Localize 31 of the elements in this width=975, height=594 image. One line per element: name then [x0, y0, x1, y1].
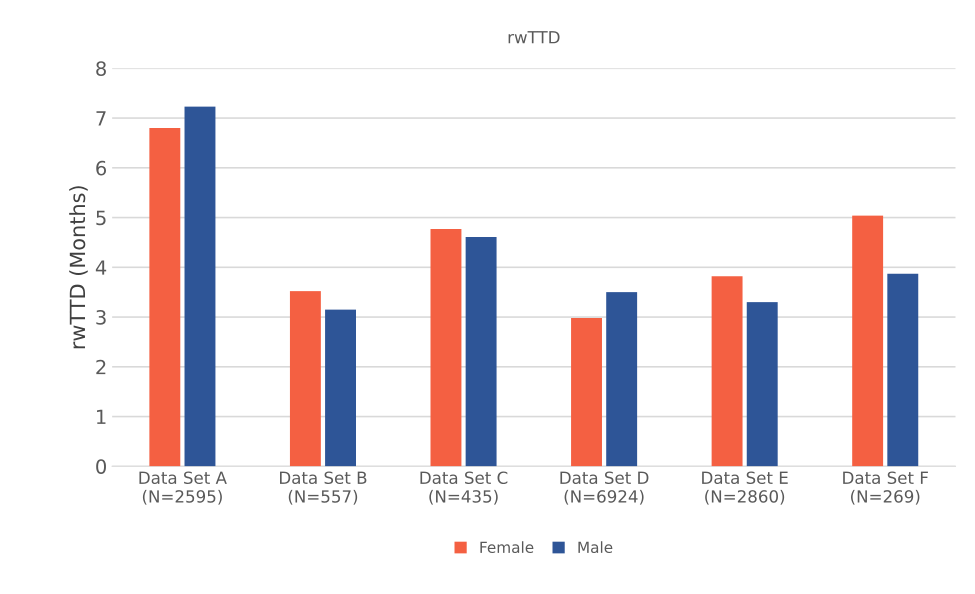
chart-title: rwTTD [508, 31, 560, 44]
y-tick-label: 7 [96, 111, 106, 126]
bar [712, 276, 743, 466]
x-tick-label: Data Set F (N=269) [843, 471, 928, 505]
y-tick-label: 5 [96, 210, 106, 226]
x-tick-label: Data Set D (N=6924) [560, 471, 648, 505]
y-tick-label: 3 [96, 310, 106, 325]
y-tick-label: 6 [96, 160, 106, 176]
y-tick-label: 1 [97, 410, 106, 424]
bar [571, 318, 602, 466]
x-tick-label: Data Set A (N=2595) [139, 471, 227, 505]
bar [430, 228, 462, 466]
x-tick-label: Data Set B (N=557) [280, 471, 366, 505]
bar [606, 292, 638, 466]
bar [184, 106, 216, 466]
x-tick-label: Data Set C (N=435) [420, 471, 508, 505]
legend-label: Male [578, 541, 612, 554]
bar [149, 128, 180, 466]
bar [466, 236, 497, 466]
y-tick-label: 8 [96, 61, 106, 76]
bar [852, 216, 884, 466]
legend-label: Female [480, 541, 534, 554]
x-tick-label: Data Set E (N=2860) [702, 471, 788, 505]
bar [887, 274, 918, 466]
y-tick-label: 2 [96, 360, 106, 374]
y-tick-label: 0 [96, 459, 106, 474]
y-tick-label: 4 [96, 260, 106, 275]
y-axis-title: rwTTD (Months) [69, 186, 88, 348]
bar [325, 310, 356, 466]
bar [746, 302, 778, 466]
bar [290, 291, 321, 466]
